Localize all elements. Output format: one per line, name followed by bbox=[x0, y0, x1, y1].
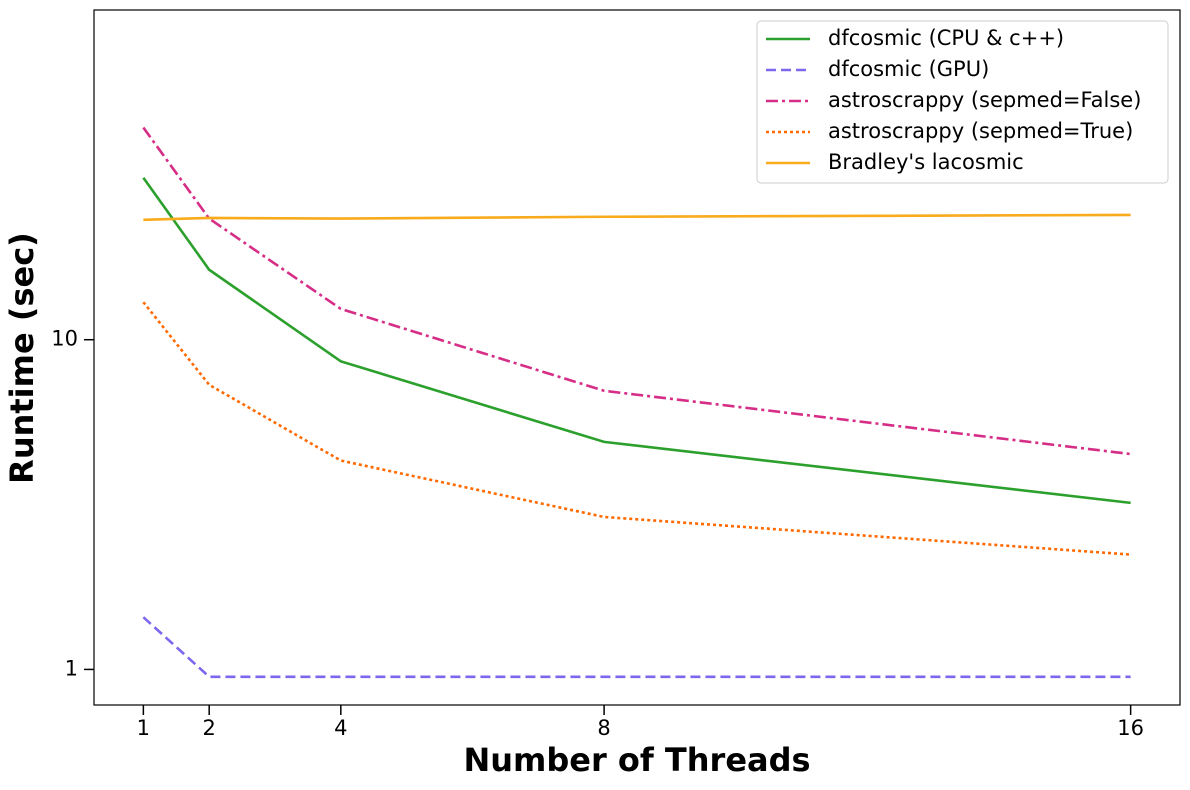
x-axis-label: Number of Threads bbox=[463, 741, 810, 779]
legend-label: dfcosmic (GPU) bbox=[828, 57, 989, 81]
series-line bbox=[142, 301, 1131, 556]
x-tick-label: 8 bbox=[597, 716, 610, 740]
series-line bbox=[142, 126, 1131, 456]
y-tick-label: 1 bbox=[65, 656, 78, 680]
series-line bbox=[143, 213, 1131, 222]
x-tick-label: 1 bbox=[137, 716, 150, 740]
series-line bbox=[142, 176, 1131, 505]
x-tick-label: 16 bbox=[1117, 716, 1144, 740]
x-tick-label: 2 bbox=[202, 716, 215, 740]
legend-box bbox=[756, 20, 1169, 184]
legend-label: dfcosmic (CPU & c++) bbox=[828, 26, 1064, 50]
legend-label: Bradley's lacosmic bbox=[828, 150, 1024, 174]
series-line bbox=[142, 616, 1131, 679]
legend-label: astroscrappy (sepmed=False) bbox=[828, 88, 1141, 112]
y-tick-label: 10 bbox=[51, 327, 78, 351]
plot-frame bbox=[93, 9, 1181, 706]
legend-label: astroscrappy (sepmed=True) bbox=[828, 119, 1133, 143]
x-tick-label: 4 bbox=[334, 716, 347, 740]
y-axis-label: Runtime (sec) bbox=[3, 232, 41, 484]
